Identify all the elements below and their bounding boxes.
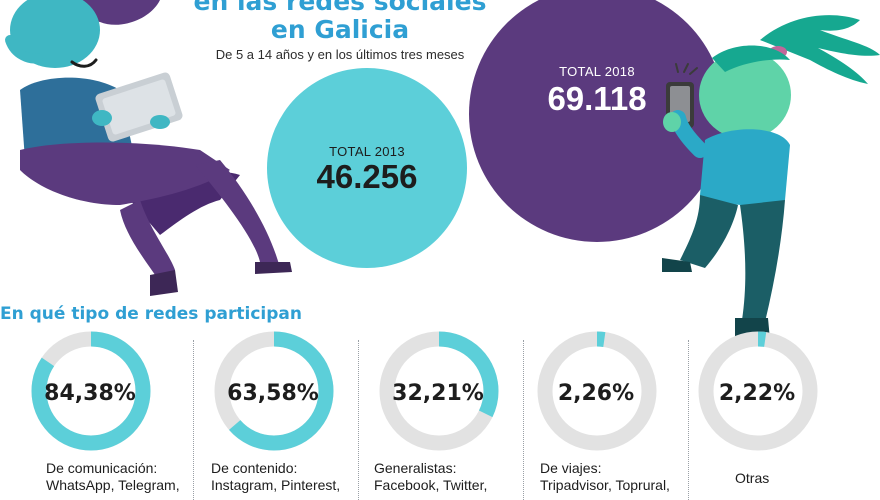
percent-value: 63,58%	[227, 381, 319, 406]
category-label-line2: WhatsApp, Telegram,	[46, 477, 180, 493]
total-2013-value: 46.256	[316, 158, 418, 195]
donut-arc-2	[214, 331, 334, 451]
divider	[523, 340, 524, 500]
donut-hole	[553, 347, 641, 435]
section-title: En qué tipo de redes participan	[0, 304, 302, 324]
category-label-line1: Generalistas:	[374, 460, 457, 476]
category-label-line1: De viajes:	[540, 460, 602, 476]
title-line-2: en Galicia	[270, 15, 410, 44]
subtitle: De 5 a 14 años y en los últimos tres mes…	[215, 47, 465, 62]
percent-value: 2,26%	[557, 381, 635, 406]
percent-value: 84,38%	[44, 381, 136, 406]
donut-arc-4	[537, 331, 657, 451]
category-label-line2: Instagram, Pinterest,	[211, 477, 341, 493]
total-2018-value: 69.118	[547, 80, 647, 117]
percent-value: 2,22%	[718, 381, 796, 406]
donut-ring	[214, 331, 334, 451]
divider	[358, 340, 359, 500]
boy-with-tablet-illustration	[5, 0, 292, 296]
donut-hole	[714, 347, 802, 435]
category-label-line1: De contenido:	[211, 460, 298, 476]
donut-arc-5	[698, 331, 818, 451]
donut-arc-1	[31, 331, 151, 451]
title-line-1: en las redes sociales	[193, 0, 487, 16]
percent-value: 32,21%	[392, 381, 484, 406]
bubble-2013	[267, 68, 467, 268]
bubble-2018	[469, 0, 725, 242]
donut-arc-3	[379, 331, 499, 451]
donut-hole	[395, 347, 483, 435]
donut-ring	[698, 331, 818, 451]
divider	[688, 340, 689, 500]
divider	[193, 340, 194, 500]
donut-ring	[537, 331, 657, 451]
total-2018-label: TOTAL 2018	[559, 64, 635, 79]
donut-hole	[230, 347, 318, 435]
category-label-line2: Facebook, Twitter,	[374, 477, 488, 493]
category-label-line1: De comunicación:	[46, 460, 158, 476]
category-label-line2: Tripadvisor, Toprural,	[540, 477, 670, 493]
donut-ring	[379, 331, 499, 451]
category-label-line1: Otras	[735, 470, 770, 486]
total-2013-label: TOTAL 2013	[329, 144, 405, 159]
donut-hole	[47, 347, 135, 435]
donut-ring	[31, 331, 151, 451]
girl-with-phone-illustration	[662, 15, 880, 343]
